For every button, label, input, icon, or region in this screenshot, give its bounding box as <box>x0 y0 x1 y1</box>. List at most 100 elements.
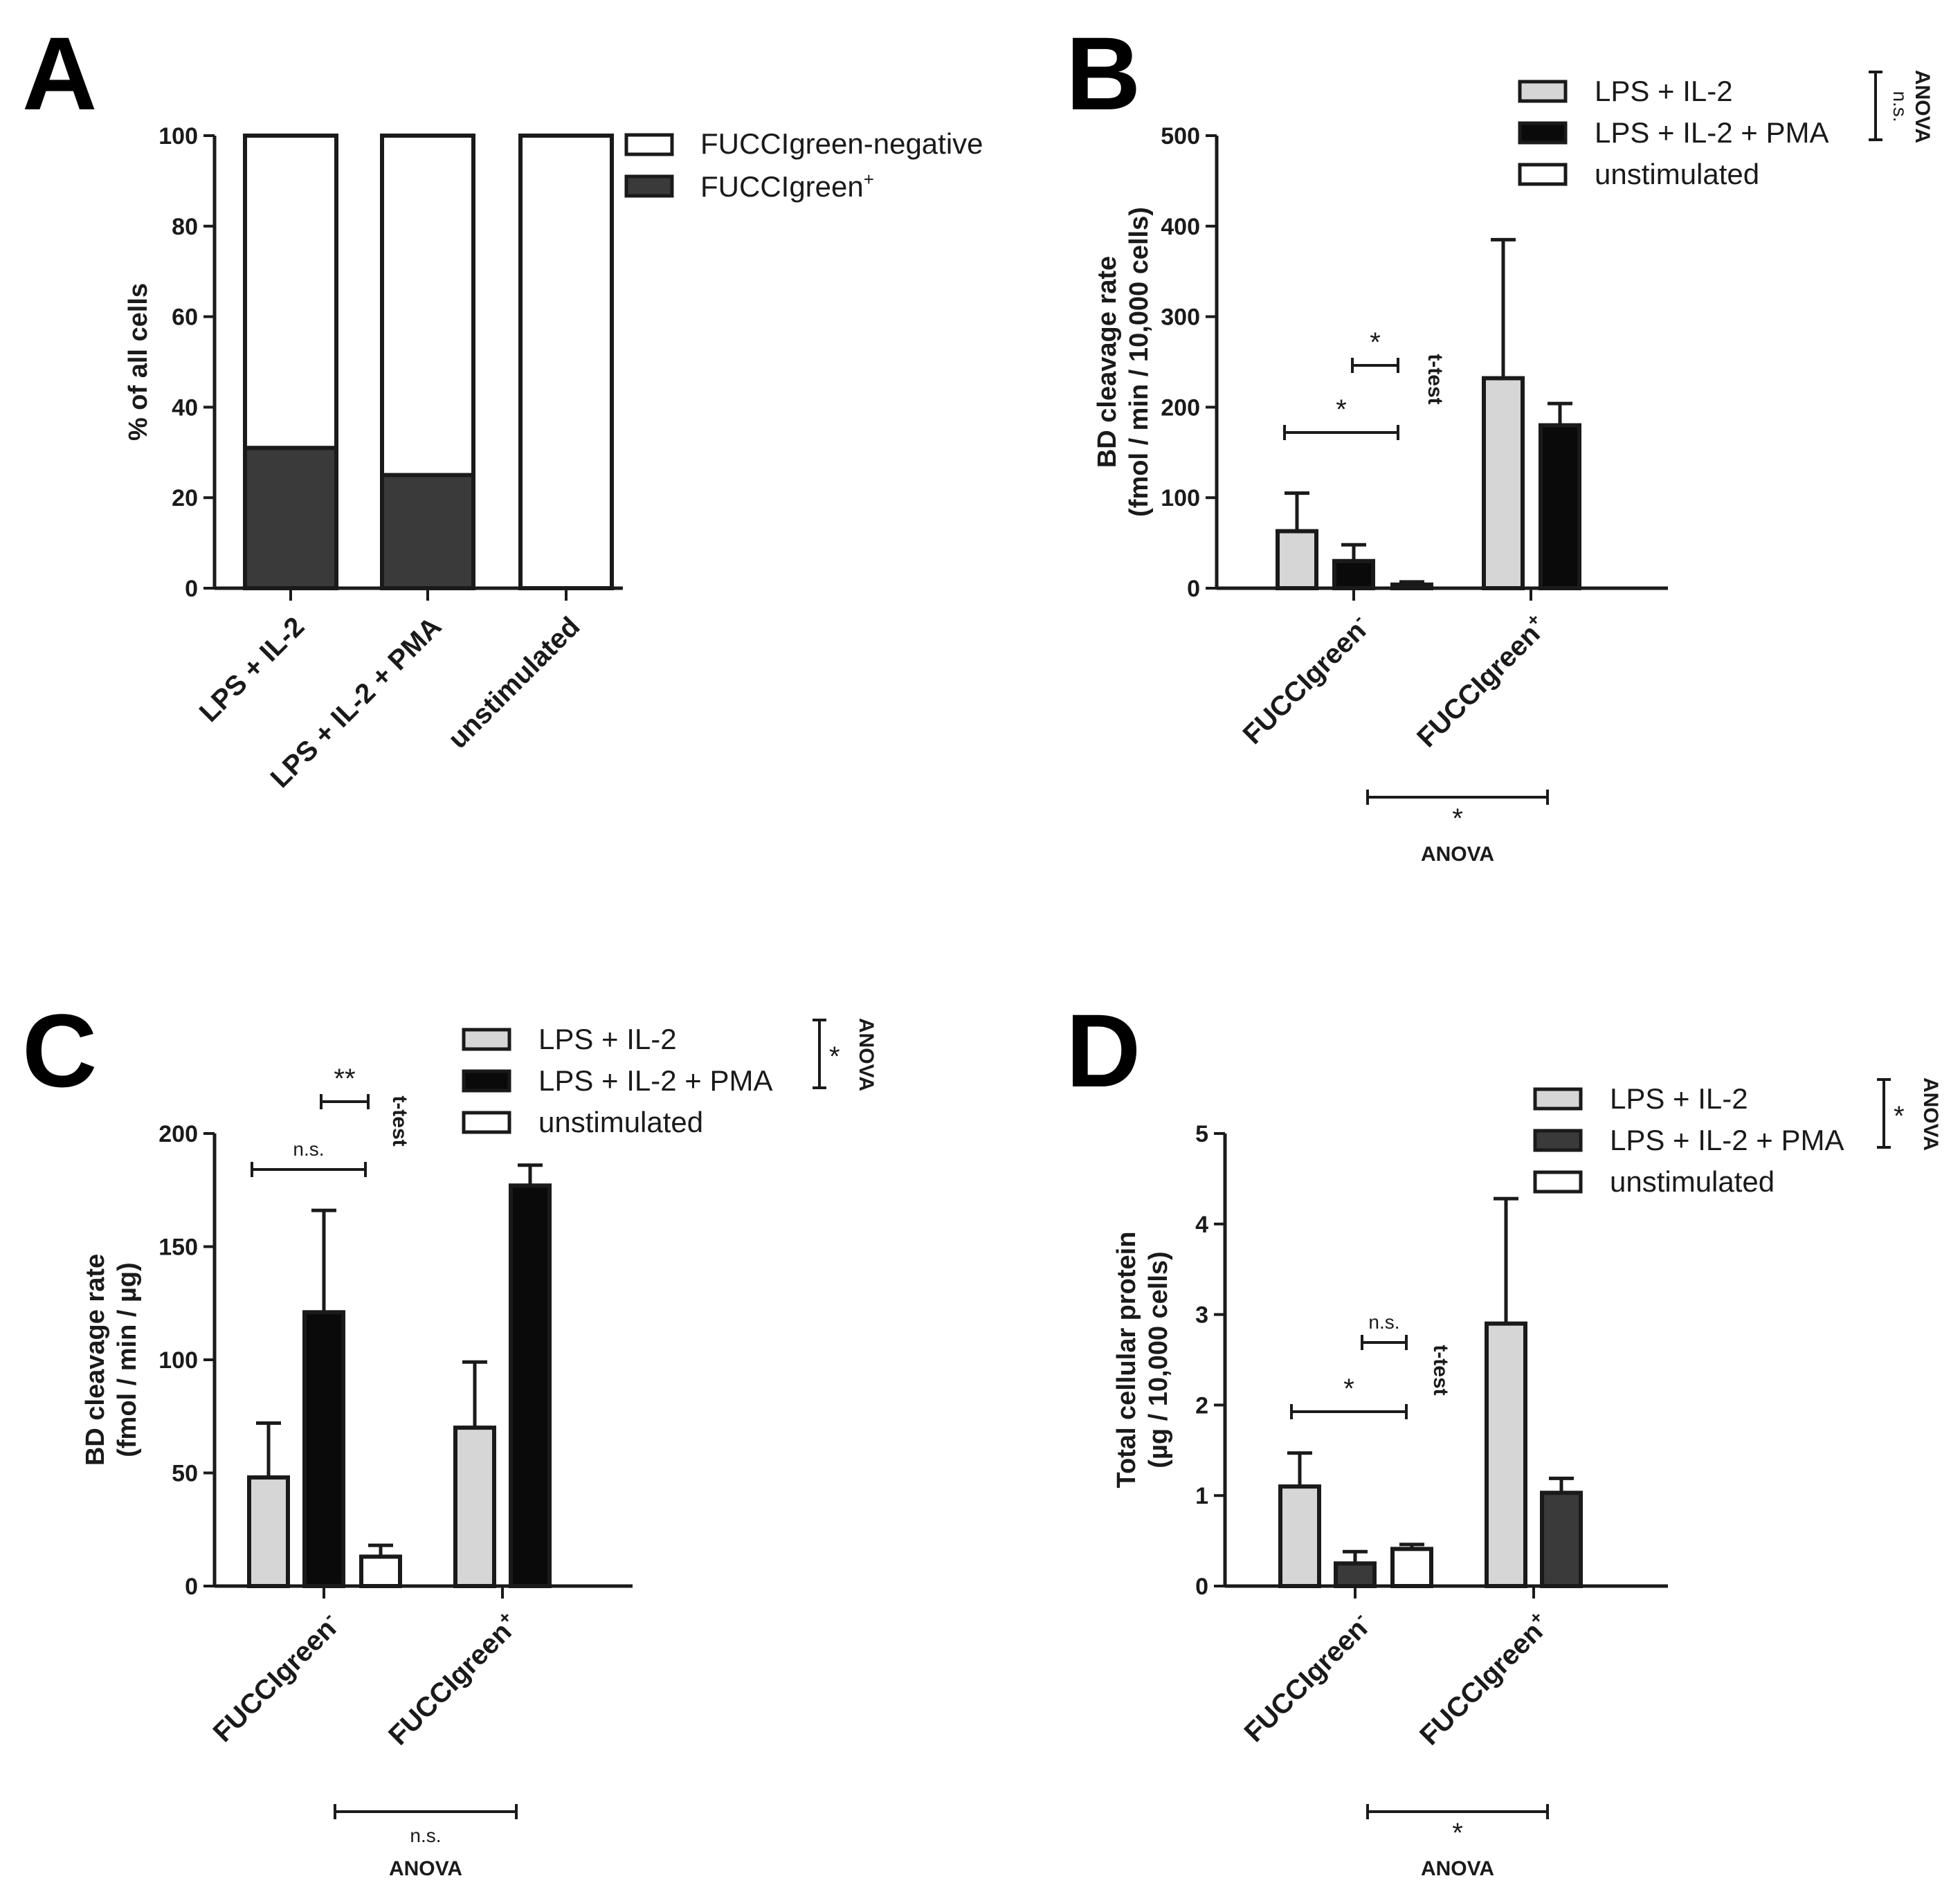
panel-c-legend-label: unstimulated <box>538 1106 703 1138</box>
panel-c-bottom-bracket <box>334 1804 518 1819</box>
panel-c-bar <box>302 1310 345 1588</box>
panel-d-bracket-outer <box>1290 1404 1408 1419</box>
panel-b-bar <box>1482 376 1525 590</box>
panel-d-legend-label: LPS + IL-2 <box>1610 1082 1748 1115</box>
panel-b-legend-swatch <box>1518 80 1568 103</box>
panel-c-bracket-test: t-test <box>388 1095 411 1146</box>
panel-a-y-tick-label: 0 <box>185 576 198 602</box>
panel-c-legend-bracket-sig: * <box>829 1041 840 1072</box>
panel-b-y-tick-label: 100 <box>1161 485 1200 511</box>
panel-c-bracket-inner <box>320 1094 370 1109</box>
panel-c-y-tick-label: 150 <box>158 1235 198 1261</box>
panel-b-legend-label: unstimulated <box>1595 158 1759 190</box>
panel-d-bottom-bracket-test: ANOVA <box>1421 1857 1494 1880</box>
panel-c-bar <box>509 1183 552 1588</box>
panel-d-legend-swatch <box>1533 1087 1583 1111</box>
panel-c-bottom-bracket-test: ANOVA <box>389 1857 462 1880</box>
panel-a-y-tick-label: 60 <box>172 304 198 331</box>
panel-a-y-tick-label: 100 <box>158 123 198 149</box>
panel-c-bar <box>247 1475 290 1589</box>
panel-a-bar-negative <box>243 134 338 450</box>
panel-d-legend-label: unstimulated <box>1610 1165 1775 1198</box>
panel-d-legend-bracket-test: ANOVA <box>1919 1077 1942 1151</box>
panel-a-legend-label: FUCCIgreen+ <box>700 169 874 203</box>
panel-c-bar <box>453 1426 496 1589</box>
panel-d-legend-label: LPS + IL-2 + PMA <box>1610 1124 1844 1156</box>
panel-c-label: C <box>22 992 97 1109</box>
panel-a-bar-negative <box>518 134 614 590</box>
panel-b-bottom-bracket-sig: * <box>1452 803 1463 834</box>
panel-b-bar <box>1332 558 1375 591</box>
panel-d-y-tick-label: 0 <box>1195 1574 1208 1600</box>
panel-c-legend-swatch <box>462 1111 511 1134</box>
panel-a-y-tick-label: 80 <box>172 214 198 240</box>
panel-d-bracket-test: t-test <box>1429 1345 1452 1395</box>
panel-b-bracket-inner-sig: * <box>1370 327 1381 358</box>
panel-b-legend-swatch <box>1518 121 1568 145</box>
panel-b-legend-label: LPS + IL-2 <box>1595 75 1733 107</box>
panel-c-bar <box>359 1554 402 1588</box>
panel-d-bar <box>1540 1491 1583 1588</box>
panel-c-bottom-bracket-sig: n.s. <box>410 1825 441 1846</box>
panel-a-legend-swatch <box>624 174 674 198</box>
panel-d-bracket-inner-sig: n.s. <box>1368 1311 1399 1333</box>
panel-c-bracket-outer <box>251 1162 367 1177</box>
panel-b-bracket-outer-sig: * <box>1336 394 1347 425</box>
panel-d-legend-bracket <box>1877 1078 1891 1149</box>
panel-b-y-axis-label: BD cleavage rate (fmol / min / 10,000 cel… <box>1093 207 1154 517</box>
panel-d-bracket-inner <box>1361 1335 1408 1350</box>
panel-a-legend-swatch <box>624 133 674 156</box>
panel-b-y-tick-label: 400 <box>1161 214 1200 240</box>
panel-b-label: B <box>1066 15 1141 131</box>
panel-b-bracket-outer <box>1283 425 1399 440</box>
panel-d-label: D <box>1066 992 1141 1109</box>
panel-b-bar <box>1539 423 1581 590</box>
panel-c-legend-swatch <box>462 1028 511 1051</box>
panel-d-y-tick-label: 4 <box>1195 1212 1208 1238</box>
panel-b-legend-bracket <box>1869 71 1882 141</box>
panel-c-y-tick-label: 200 <box>158 1121 198 1147</box>
panel-b-bottom-bracket-test: ANOVA <box>1421 843 1494 866</box>
panel-b-y-tick-label: 300 <box>1161 304 1200 331</box>
panel-d-bottom-bracket <box>1366 1804 1549 1819</box>
panel-c-bracket-inner-sig: ** <box>334 1064 355 1094</box>
panel-b-bracket-inner <box>1351 358 1399 373</box>
panel-b-y-tick-label: 200 <box>1161 394 1200 421</box>
panel-d-bar <box>1390 1547 1433 1589</box>
panel-a-bar-positive <box>243 446 338 591</box>
panel-b-legend-swatch <box>1518 163 1568 186</box>
panel-d-legend-swatch <box>1533 1129 1583 1152</box>
panel-b-y-tick-label: 0 <box>1187 576 1200 602</box>
panel-c-y-tick-label: 100 <box>158 1347 198 1374</box>
panel-c-legend-label: LPS + IL-2 + PMA <box>538 1064 773 1097</box>
panel-d-y-tick-label: 2 <box>1195 1392 1208 1419</box>
panel-b-bottom-bracket <box>1366 790 1549 805</box>
panel-d-bar <box>1278 1484 1321 1589</box>
panel-c-bracket-outer-sig: n.s. <box>293 1138 324 1160</box>
panel-a-label: A <box>22 15 97 131</box>
panel-b-legend-bracket-sig: n.s. <box>1889 91 1911 122</box>
panel-b-bracket-test: t-test <box>1424 354 1446 404</box>
panel-d-bottom-bracket-sig: * <box>1452 1818 1463 1848</box>
panel-d-bracket-outer-sig: * <box>1343 1374 1354 1404</box>
panel-c-y-tick-label: 0 <box>185 1574 198 1600</box>
panel-a-y-tick-label: 20 <box>172 485 198 511</box>
panel-c-legend-swatch <box>462 1069 511 1093</box>
panel-a-legend-label: FUCCIgreen-negative <box>700 127 983 160</box>
panel-d-bar <box>1485 1321 1527 1589</box>
panel-a-y-axis-label: % of all cells <box>124 283 153 441</box>
panel-c-y-axis-label: BD cleavage rate (fmol / min / µg) <box>81 1254 142 1466</box>
panel-d-y-tick-label: 3 <box>1195 1302 1208 1329</box>
panel-c-legend-bracket <box>813 1019 826 1089</box>
panel-a-bar-positive <box>380 473 475 590</box>
panel-a-bar-negative <box>380 134 475 477</box>
panel-c-legend-label: LPS + IL-2 <box>538 1023 677 1055</box>
panel-d-y-tick-label: 1 <box>1195 1483 1208 1509</box>
panel-a-y-tick-label: 40 <box>172 394 198 421</box>
panel-d-y-tick-label: 5 <box>1195 1121 1208 1147</box>
panel-c-legend-bracket-test: ANOVA <box>855 1018 878 1091</box>
panel-d-legend-bracket-sig: * <box>1894 1101 1905 1131</box>
panel-c-y-tick-label: 50 <box>172 1461 198 1487</box>
panel-b-legend-bracket-test: ANOVA <box>1911 70 1934 143</box>
